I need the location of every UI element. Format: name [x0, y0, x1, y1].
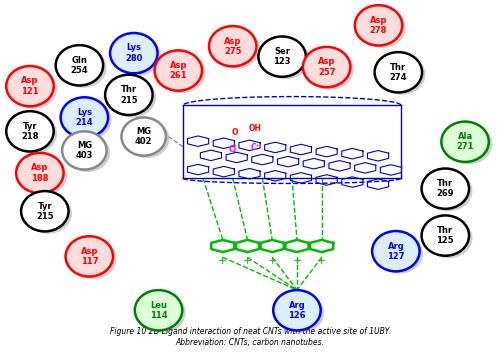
Ellipse shape	[16, 153, 64, 193]
Text: Tyr
215: Tyr 215	[36, 202, 54, 221]
Ellipse shape	[6, 66, 54, 106]
Ellipse shape	[358, 8, 406, 48]
Ellipse shape	[303, 47, 350, 87]
Text: O: O	[232, 128, 238, 137]
Ellipse shape	[378, 55, 426, 95]
Ellipse shape	[445, 124, 492, 164]
Ellipse shape	[122, 118, 166, 156]
Ellipse shape	[125, 120, 170, 158]
Text: Asp
278: Asp 278	[370, 16, 387, 35]
Ellipse shape	[135, 290, 182, 330]
Ellipse shape	[10, 68, 57, 109]
Text: MG
403: MG 403	[76, 141, 93, 160]
Text: Asp
261: Asp 261	[170, 61, 187, 80]
Text: OH: OH	[248, 124, 262, 133]
Text: Asp
121: Asp 121	[21, 77, 39, 96]
Ellipse shape	[212, 29, 260, 69]
Text: Thr
215: Thr 215	[120, 85, 138, 104]
Text: Lys
214: Lys 214	[76, 108, 93, 127]
Ellipse shape	[372, 231, 420, 271]
Ellipse shape	[62, 131, 106, 169]
Text: C⁺: C⁺	[250, 143, 260, 152]
Ellipse shape	[66, 236, 113, 276]
Text: Asp
257: Asp 257	[318, 57, 336, 77]
Ellipse shape	[114, 35, 161, 76]
Text: Thr
125: Thr 125	[436, 226, 454, 245]
Ellipse shape	[422, 168, 469, 209]
Ellipse shape	[110, 33, 158, 73]
Text: +: +	[292, 256, 302, 265]
Text: Asp
117: Asp 117	[80, 247, 98, 266]
Ellipse shape	[60, 97, 108, 138]
Text: Arg
127: Arg 127	[387, 241, 404, 261]
Text: Lys
280: Lys 280	[125, 43, 142, 63]
Text: Arg
126: Arg 126	[288, 300, 306, 320]
Text: Tyr
218: Tyr 218	[21, 122, 38, 141]
Ellipse shape	[66, 134, 110, 172]
Ellipse shape	[355, 5, 403, 46]
Text: +: +	[317, 256, 326, 265]
Text: +: +	[268, 256, 277, 265]
Ellipse shape	[6, 111, 54, 151]
Ellipse shape	[10, 114, 57, 154]
Ellipse shape	[69, 239, 116, 279]
Ellipse shape	[64, 100, 112, 140]
Text: Cl: Cl	[228, 145, 237, 154]
Ellipse shape	[374, 52, 422, 92]
Text: MG
402: MG 402	[135, 127, 152, 146]
Ellipse shape	[276, 293, 324, 333]
Text: Asp
188: Asp 188	[31, 163, 48, 183]
Ellipse shape	[425, 171, 472, 211]
Ellipse shape	[306, 49, 354, 90]
Text: Thr
274: Thr 274	[390, 62, 407, 82]
Ellipse shape	[154, 50, 202, 91]
Ellipse shape	[422, 215, 469, 256]
Ellipse shape	[56, 45, 103, 85]
Text: Thr
269: Thr 269	[436, 179, 454, 198]
Ellipse shape	[262, 39, 310, 79]
Text: +: +	[218, 256, 228, 265]
Ellipse shape	[105, 75, 152, 115]
Ellipse shape	[24, 193, 72, 234]
Text: +: +	[243, 256, 252, 265]
Text: Ala
271: Ala 271	[456, 132, 474, 151]
Ellipse shape	[158, 53, 206, 93]
Ellipse shape	[138, 293, 186, 333]
Text: Leu
114: Leu 114	[150, 300, 168, 320]
Ellipse shape	[258, 36, 306, 77]
Ellipse shape	[209, 26, 256, 66]
Ellipse shape	[108, 77, 156, 118]
Text: Figure 10 2D Ligand interaction of neat CNTs with the active site of 1UBY.
Abbre: Figure 10 2D Ligand interaction of neat …	[110, 327, 390, 347]
Text: Ser
123: Ser 123	[274, 47, 291, 66]
Ellipse shape	[273, 290, 320, 330]
Text: Asp
275: Asp 275	[224, 36, 242, 56]
Ellipse shape	[59, 48, 106, 88]
Ellipse shape	[21, 191, 68, 232]
Ellipse shape	[376, 233, 423, 274]
Text: Gln
254: Gln 254	[70, 56, 88, 75]
Ellipse shape	[425, 218, 472, 258]
Ellipse shape	[442, 121, 489, 162]
Ellipse shape	[20, 155, 67, 196]
